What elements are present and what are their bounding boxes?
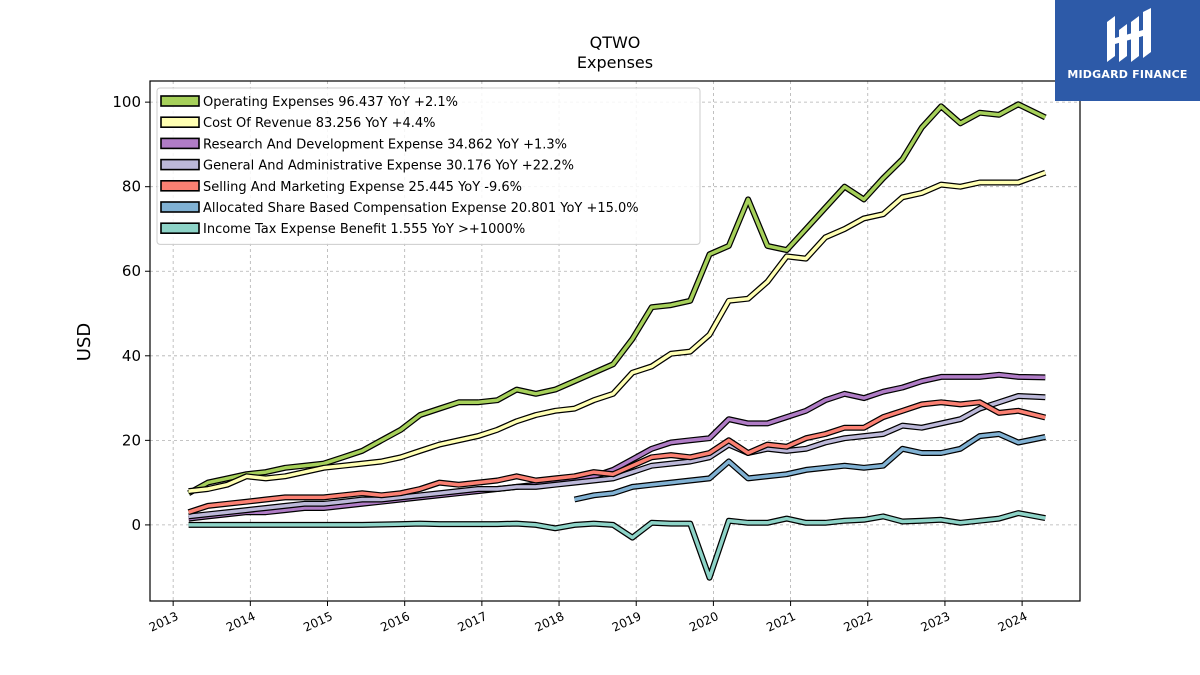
legend-label: Income Tax Expense Benefit 1.555 YoY >+1… xyxy=(203,222,525,237)
legend-item: Cost Of Revenue 83.256 YoY +4.4% xyxy=(160,116,436,131)
legend-label: General And Administrative Expense 30.17… xyxy=(203,159,574,174)
legend-item: Selling And Marketing Expense 25.445 YoY… xyxy=(160,180,522,195)
series-line xyxy=(188,171,1046,493)
legend-label: Allocated Share Based Compensation Expen… xyxy=(203,201,639,216)
y-tick-label: 40 xyxy=(122,347,141,365)
legend-item: General And Administrative Expense 30.17… xyxy=(160,158,574,174)
series-line xyxy=(188,400,1046,514)
series-line xyxy=(188,394,1046,519)
legend-box xyxy=(156,87,701,245)
chart-title: QTWO xyxy=(590,33,641,52)
legend-item: Operating Expenses 96.437 YoY +2.1% xyxy=(160,95,458,110)
series-2 xyxy=(188,371,1046,522)
legend-swatch xyxy=(160,116,200,128)
plot-frame xyxy=(149,80,1081,602)
series-6 xyxy=(188,510,1046,581)
legend-swatch xyxy=(160,180,200,192)
chart-subtitle: Expenses xyxy=(577,53,653,72)
logo-mark-icon xyxy=(1107,8,1151,62)
legend-swatch xyxy=(160,137,200,150)
logo-text: MIDGARD FINANCE xyxy=(1067,68,1188,81)
series-line xyxy=(187,102,1047,495)
legend-label: Research And Development Expense 34.862 … xyxy=(203,137,567,152)
y-tick-label: 80 xyxy=(122,178,141,196)
series-1 xyxy=(188,169,1047,495)
legend-swatch xyxy=(160,201,200,213)
legend-item: Income Tax Expense Benefit 1.555 YoY >+1… xyxy=(160,222,525,237)
series-line xyxy=(188,373,1046,521)
series-5 xyxy=(573,431,1046,503)
legend-label: Selling And Marketing Expense 25.445 YoY… xyxy=(203,180,522,195)
y-axis-label: USD xyxy=(74,323,95,361)
legend-label: Cost Of Revenue 83.256 YoY +4.4% xyxy=(203,116,436,131)
series-line xyxy=(574,432,1046,502)
series-4 xyxy=(187,399,1047,516)
series-0 xyxy=(187,101,1047,496)
y-tick-label: 100 xyxy=(112,93,141,111)
legend-item: Allocated Share Based Compensation Expen… xyxy=(160,201,639,216)
legend-swatch xyxy=(160,95,200,107)
legend-swatch xyxy=(160,158,200,171)
midgard-finance-logo: MIDGARD FINANCE xyxy=(1055,0,1200,101)
y-tick-label: 20 xyxy=(122,431,141,449)
series-3 xyxy=(188,393,1046,520)
y-tick-label: 0 xyxy=(131,516,141,534)
legend-item: Research And Development Expense 34.862 … xyxy=(160,137,567,152)
series-lines xyxy=(187,101,1047,581)
legend: Operating Expenses 96.437 YoY +2.1% Cost … xyxy=(156,87,701,245)
legend-swatch xyxy=(160,222,200,234)
y-tick-label: 60 xyxy=(122,262,141,280)
legend-label: Operating Expenses 96.437 YoY +2.1% xyxy=(203,95,458,110)
series-line xyxy=(188,511,1046,580)
